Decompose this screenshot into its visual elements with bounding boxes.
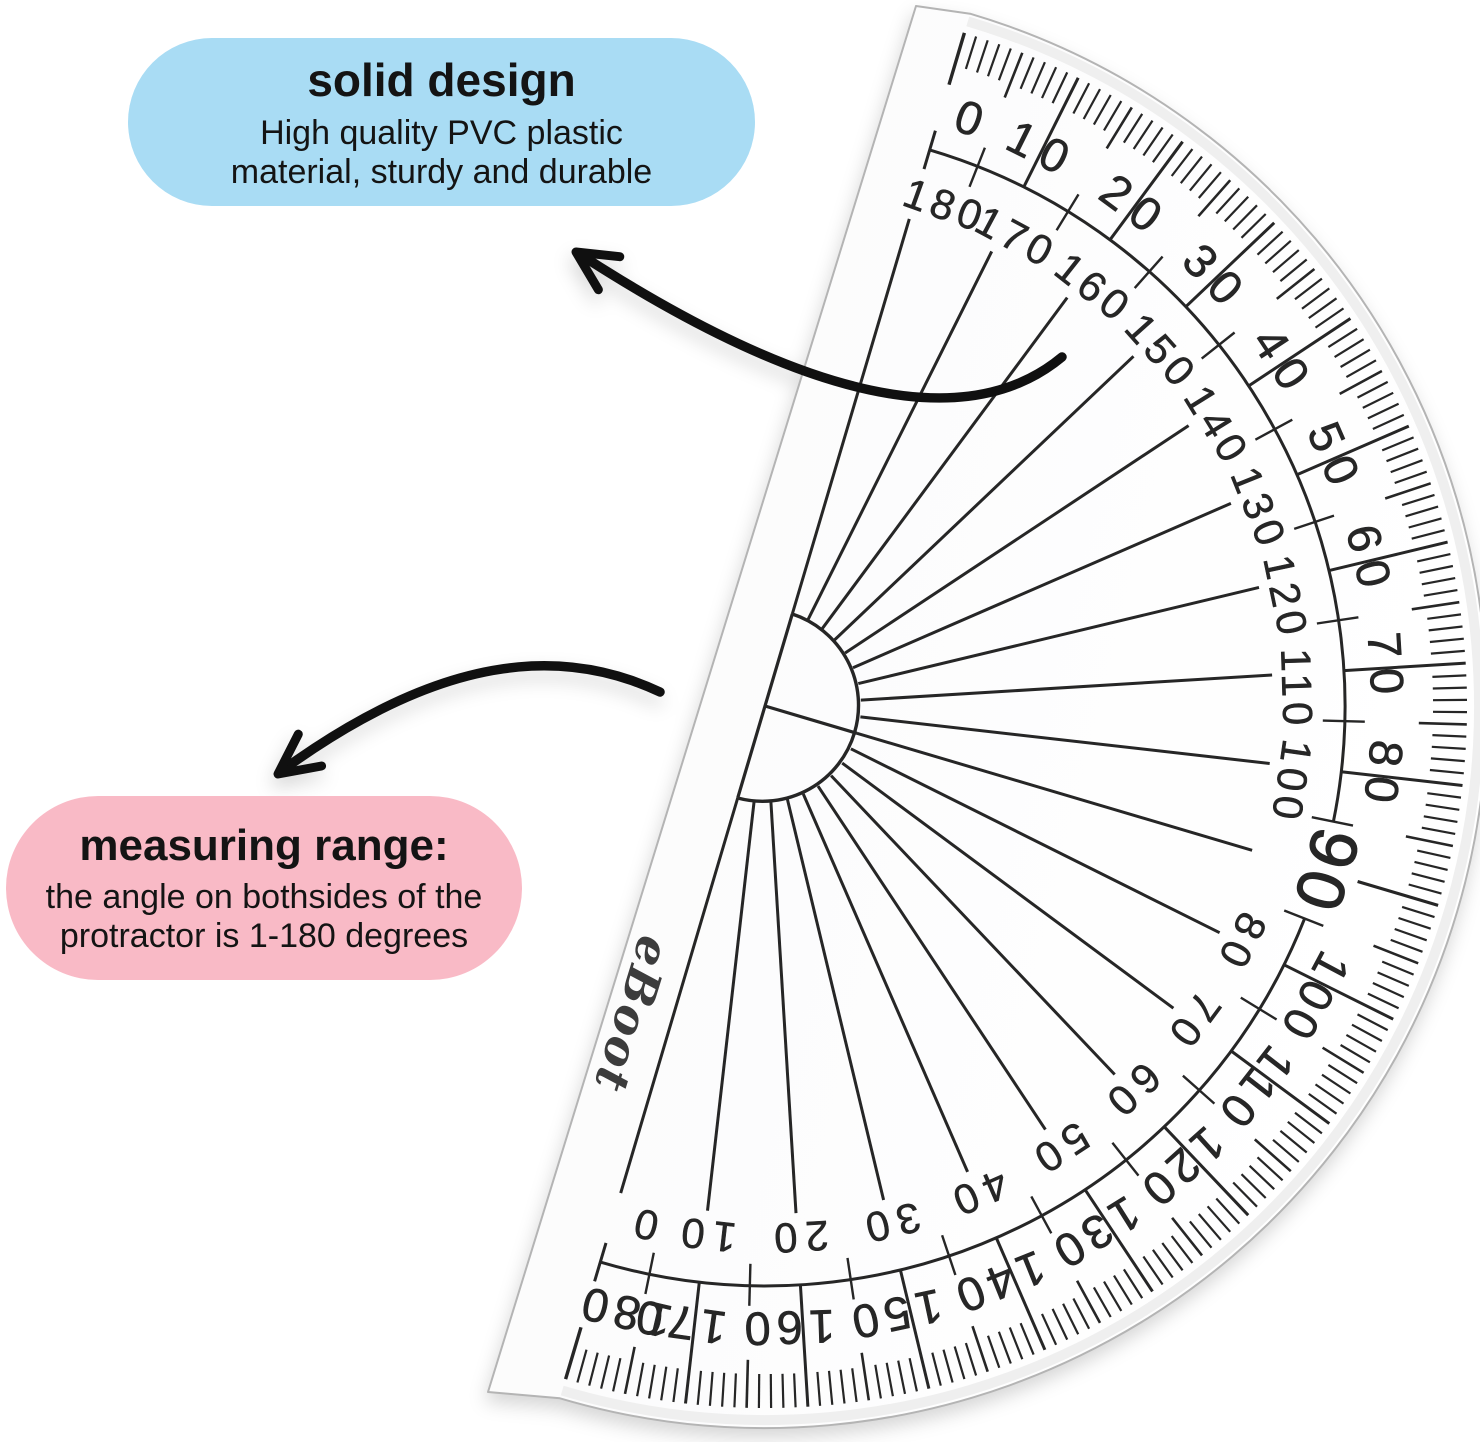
svg-text:160: 160 — [738, 1300, 836, 1356]
curved-arrow-to-solid-design-icon — [573, 248, 1067, 403]
callout-text-line: the angle on bothsides of the — [45, 877, 483, 916]
svg-text:110: 110 — [1272, 648, 1322, 731]
svg-text:100: 100 — [1262, 736, 1321, 827]
svg-text:20: 20 — [765, 1212, 830, 1263]
arrowhead-icon — [273, 729, 327, 779]
degree-ticks — [563, 32, 1468, 1409]
callout-text-line: High quality PVC plastic — [260, 113, 623, 152]
callout-title: solid design — [307, 53, 576, 106]
callout-text-line: material, sturdy and durable — [230, 152, 653, 191]
svg-text:80: 80 — [1353, 738, 1414, 816]
callout-solid-design: solid design High quality PVC plastic ma… — [128, 38, 755, 206]
svg-text:10: 10 — [671, 1208, 739, 1262]
scale-arcs — [599, 148, 1347, 1288]
callout-title: measuring range: — [79, 820, 449, 870]
arrowhead-icon — [571, 247, 625, 295]
callout-text-line: protractor is 1-180 degrees — [59, 916, 469, 955]
curved-arrow-to-measuring-range-icon — [275, 661, 665, 777]
radial-spokes — [619, 218, 1273, 1214]
annotation-arrows — [273, 247, 1067, 779]
svg-text:70: 70 — [1358, 630, 1415, 705]
callout-measuring-range: measuring range: the angle on bothsides … — [6, 796, 522, 980]
